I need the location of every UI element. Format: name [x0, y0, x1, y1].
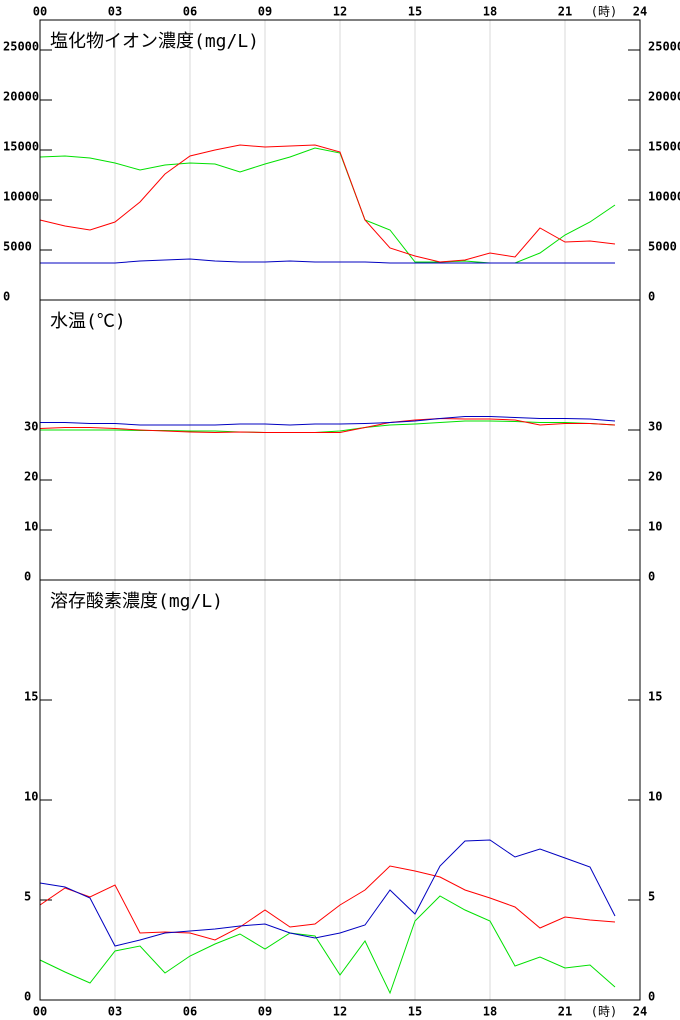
x-tick-label: 24: [633, 5, 647, 19]
y-tick-label: 25000: [3, 40, 39, 54]
y-tick-label: 20: [24, 470, 38, 484]
x-tick-label: 09: [258, 1005, 272, 1019]
y-tick-label: 15000: [648, 140, 680, 154]
y-tick-label: 0: [24, 990, 31, 1004]
x-tick-label: 12: [333, 5, 347, 19]
x-tick-label: 03: [108, 5, 122, 19]
series-line: [39, 144, 616, 263]
panel-title: 塩化物イオン濃度(mg/L): [50, 31, 259, 52]
y-tick-label: 0: [24, 570, 31, 584]
y-tick-label: 20000: [648, 90, 680, 104]
x-tick-label: 18: [483, 1005, 497, 1019]
x-tick-label: 09: [258, 5, 272, 19]
series-line: [39, 147, 616, 264]
series-line: [39, 895, 616, 995]
y-tick-label: 10: [648, 790, 662, 804]
y-tick-label: 25000: [648, 40, 680, 54]
y-tick-label: 15: [24, 690, 38, 704]
y-tick-label: 5000: [3, 240, 32, 254]
x-tick-label: 00: [33, 1005, 47, 1019]
y-tick-label: 30: [24, 420, 38, 434]
x-unit-label: (時): [591, 1005, 617, 1019]
y-tick-label: 15: [648, 690, 662, 704]
x-tick-label: 18: [483, 5, 497, 19]
x-tick-label: 24: [633, 1005, 647, 1019]
x-tick-label: 15: [408, 5, 422, 19]
x-tick-label: 06: [183, 1005, 197, 1019]
series-line: [40, 258, 615, 264]
x-tick-label: 03: [108, 1005, 122, 1019]
series-line: [39, 865, 616, 941]
panel-title: 溶存酸素濃度(mg/L): [50, 591, 223, 612]
y-tick-label: 20000: [3, 90, 39, 104]
series-line: [40, 416, 616, 426]
y-tick-label: 5: [648, 890, 655, 904]
series-line: [39, 417, 616, 434]
y-tick-label: 15000: [3, 140, 39, 154]
y-tick-label: 10: [24, 520, 38, 534]
x-tick-label: 12: [333, 1005, 347, 1019]
y-tick-label: 0: [648, 990, 655, 1004]
x-tick-label: 06: [183, 5, 197, 19]
x-tick-label: 15: [408, 1005, 422, 1019]
series-line: [39, 839, 616, 947]
y-tick-label: 10000: [3, 190, 39, 204]
x-unit-label: (時): [591, 5, 617, 19]
x-tick-label: 21: [558, 5, 572, 19]
series-line: [40, 420, 616, 433]
y-tick-label: 10: [24, 790, 38, 804]
y-tick-label: 20: [648, 470, 662, 484]
plot-frame: [39, 19, 641, 1001]
y-tick-label: 10: [648, 520, 662, 534]
x-tick-label: 21: [558, 1005, 572, 1019]
y-tick-label: 30: [648, 420, 662, 434]
y-tick-label: 0: [648, 290, 655, 304]
y-tick-label: 10000: [648, 190, 680, 204]
x-tick-label: 00: [33, 5, 47, 19]
y-tick-label: 0: [3, 290, 10, 304]
y-tick-label: 0: [648, 570, 655, 584]
y-tick-label: 5000: [648, 240, 677, 254]
panel-title: 水温(℃): [50, 311, 126, 332]
y-tick-label: 5: [24, 890, 31, 904]
